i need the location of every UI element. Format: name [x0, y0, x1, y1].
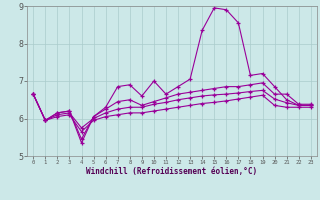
X-axis label: Windchill (Refroidissement éolien,°C): Windchill (Refroidissement éolien,°C) — [86, 167, 258, 176]
